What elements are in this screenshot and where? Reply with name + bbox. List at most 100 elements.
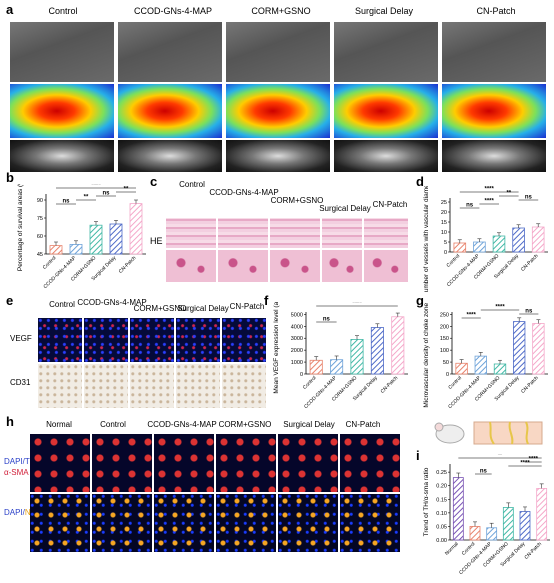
significance-label: **** xyxy=(352,302,362,307)
panel-c-header-ccod: CCOD-GNs-4-MAP xyxy=(209,188,279,197)
y-tick-label: 250 xyxy=(440,312,449,318)
panel-h-th-normal xyxy=(30,434,90,492)
y-tick-label: 60 xyxy=(37,234,43,240)
x-tick-label: CN-Patch xyxy=(520,375,540,395)
significance-label: ns xyxy=(323,317,331,323)
bar-cn-patch xyxy=(391,316,405,375)
bar-normal xyxy=(452,477,464,541)
panel-c-he-cnpatch-high xyxy=(364,250,408,282)
panel-a-photo-control xyxy=(10,22,114,82)
significance-label: **** xyxy=(485,187,495,193)
panel-label-e: e xyxy=(6,293,14,308)
bar-control xyxy=(309,359,323,375)
panel-h-th-corm xyxy=(216,434,276,492)
y-axis-label: Microvascular density of choke zone (n/m… xyxy=(423,302,430,408)
y-tick-label: 150 xyxy=(440,336,449,342)
panel-e-header-control: Control xyxy=(49,300,75,309)
panel-h-th-control xyxy=(92,434,152,492)
x-tick-label: Control xyxy=(461,541,477,557)
y-tick-label: 50 xyxy=(443,360,449,366)
bar-surgical-delay xyxy=(109,223,123,255)
panel-e-header-surgical: Surgical Delay xyxy=(177,304,229,313)
panel-e-row-label-cd31: CD31 xyxy=(10,378,31,387)
y-axis-label: Trend of TH/α-sma ratio xyxy=(423,467,430,536)
panel-h-row1-label-a: DAPI/TH/ xyxy=(4,457,38,466)
panel-e-cd31-corm xyxy=(130,364,174,408)
significance-label: ns xyxy=(525,195,533,201)
y-axis-label: Mean VEGF expression level (a.u.) xyxy=(273,302,280,394)
panel-a-perfusion-ccod xyxy=(118,84,222,138)
panel-a-vessels-corm xyxy=(226,140,330,172)
panel-a-photo-cnpatch xyxy=(442,22,546,82)
panel-h-nf-normal xyxy=(30,494,90,552)
bar-control xyxy=(455,362,468,375)
chart-d: Number of vessels with vascular diameter… xyxy=(423,186,548,292)
panel-h-row2-label-a: DAPI/ xyxy=(4,508,25,517)
x-tick-label: Control xyxy=(446,253,462,269)
x-tick-label: CN-Patch xyxy=(520,253,540,273)
panel-a-vessels-control xyxy=(10,140,114,172)
panel-c-he-corm-high xyxy=(270,250,320,282)
bar-ccod-gns-4-map xyxy=(69,244,83,255)
panel-a-header-surgical: Surgical Delay xyxy=(354,6,414,16)
significance-label: ns xyxy=(62,199,70,205)
y-tick-label: 100 xyxy=(440,348,449,354)
bar-ccod-gns-4-map xyxy=(473,241,486,253)
y-tick-label: 0.25 xyxy=(436,470,447,476)
panel-label-h: h xyxy=(6,414,14,429)
panel-h-nf-corm xyxy=(216,494,276,552)
panel-h-nf-cnpatch xyxy=(340,494,400,552)
panel-e-header-ccod: CCOD-GNs-4-MAP xyxy=(77,298,147,307)
bar-ccod-gns-4-map xyxy=(330,359,344,375)
panel-label-i: i xyxy=(416,448,420,463)
panel-label-b: b xyxy=(6,170,14,185)
panel-label-g: g xyxy=(416,293,424,308)
bar-surgical-delay xyxy=(513,321,526,375)
panel-a-header-cnpatch: CN-Patch xyxy=(476,6,516,16)
y-tick-label: 0 xyxy=(446,372,449,378)
panel-h-nf-control xyxy=(92,494,152,552)
y-tick-label: 0.15 xyxy=(436,497,447,503)
significance-label: **** xyxy=(495,305,505,311)
x-tick-label: Control xyxy=(42,255,58,271)
panel-a-header-corm: CORM+GSNO xyxy=(251,6,311,16)
bar-surgical-delay xyxy=(512,227,525,253)
panel-a-perfusion-surgical xyxy=(334,84,438,138)
y-tick-label: 10 xyxy=(441,230,447,236)
panel-e-cd31-ccod xyxy=(84,364,128,408)
panel-c-header-corm: CORM+GSNO xyxy=(270,196,324,205)
panel-a-photo-corm xyxy=(226,22,330,82)
chart-f: Mean VEGF expression level (a.u.) 0 1000 20… xyxy=(273,302,408,410)
y-tick-label: 0.10 xyxy=(436,511,447,517)
chart-i: Trend of TH/α-sma ratio 0.00 0.05 0.10 0.15 0… xyxy=(423,454,550,576)
x-tick-label: CN-Patch xyxy=(524,541,544,561)
panel-h-nf-surgical xyxy=(278,494,338,552)
panel-h-th-surgical xyxy=(278,434,338,492)
bar-corm-gsno xyxy=(502,507,514,541)
panel-c-he-ccod-low xyxy=(218,218,268,248)
bar-ccod-gns-4-map xyxy=(474,355,487,375)
y-tick-label: 75 xyxy=(37,216,43,222)
bar-cn-patch xyxy=(129,203,143,255)
bar-control xyxy=(453,242,467,253)
panel-a-perfusion-cnpatch xyxy=(442,84,546,138)
y-tick-label: 45 xyxy=(37,252,43,258)
panel-label-c: c xyxy=(150,174,158,189)
panel-c-he-control-high xyxy=(166,250,216,282)
mouse-skin-schematic-svg xyxy=(434,421,543,445)
y-tick-label: 25 xyxy=(441,200,447,206)
panel-a-perfusion-corm xyxy=(226,84,330,138)
mouse-skin-schematic xyxy=(430,416,546,448)
panel-a-photo-ccod xyxy=(118,22,222,82)
panel-label-a: a xyxy=(6,2,14,17)
panel-h-header-corm: CORM+GSNO xyxy=(218,420,272,429)
y-tick-label: 2000 xyxy=(291,348,303,354)
y-tick-label: 15 xyxy=(441,220,447,226)
panel-label-f: f xyxy=(264,293,269,308)
bar-cn-patch xyxy=(536,488,548,541)
y-tick-label: 5 xyxy=(444,240,447,246)
panel-e-cd31-cnpatch xyxy=(222,364,266,408)
panel-e-cd31-control xyxy=(38,364,82,408)
panel-e-vegf-corm xyxy=(130,318,174,362)
y-tick-label: 5000 xyxy=(291,312,303,318)
